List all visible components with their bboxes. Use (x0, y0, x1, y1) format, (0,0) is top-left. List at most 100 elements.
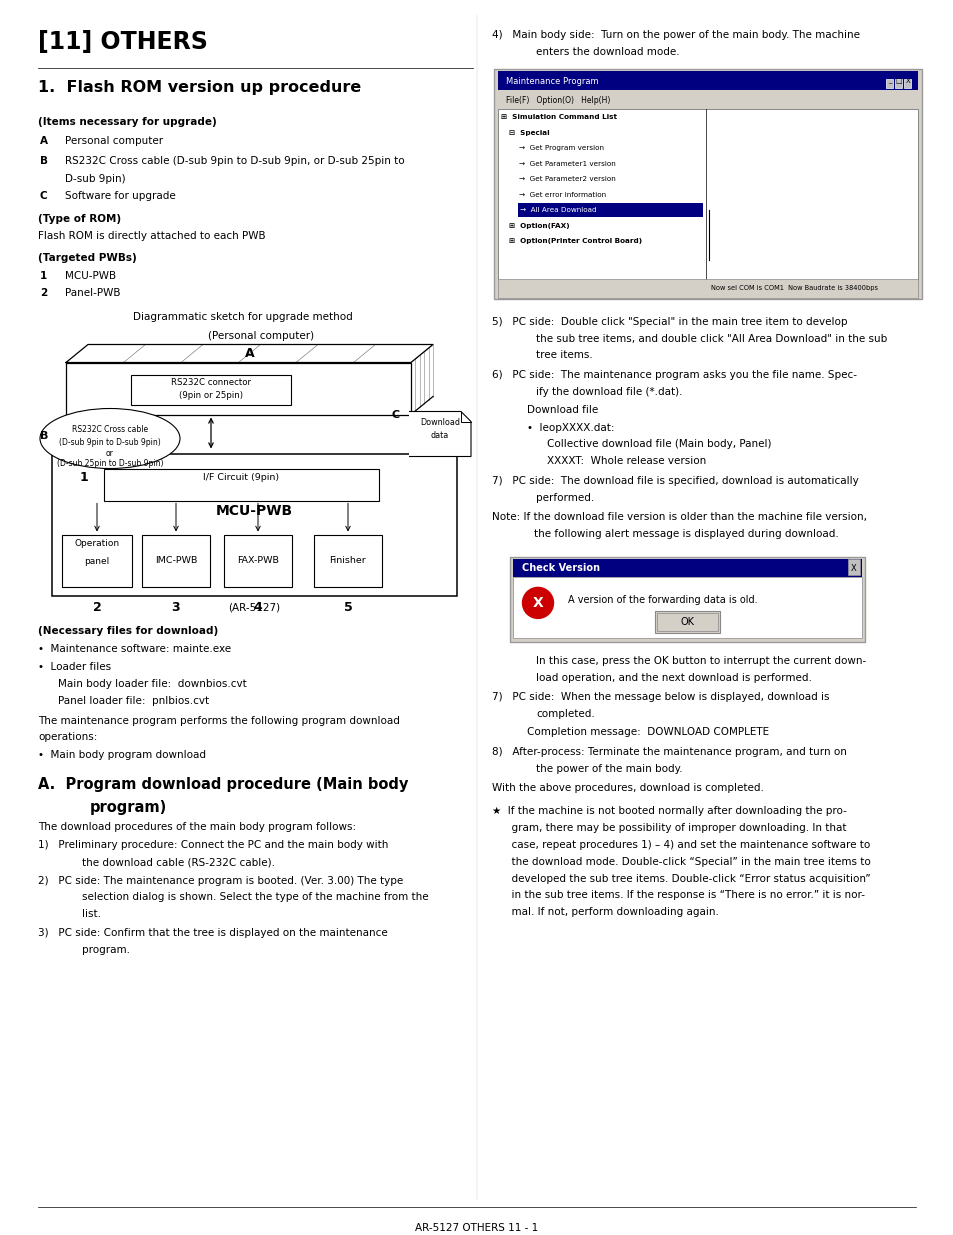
Text: Flash ROM is directly attached to each PWB: Flash ROM is directly attached to each P… (38, 231, 265, 241)
Text: →  All Area Download: → All Area Download (519, 207, 596, 214)
FancyBboxPatch shape (657, 613, 718, 631)
Text: XXXXT:  Whole release version: XXXXT: Whole release version (546, 456, 705, 467)
FancyBboxPatch shape (895, 79, 902, 88)
Text: 5: 5 (343, 600, 352, 614)
Text: the sub tree items, and double click "All Area Download" in the sub: the sub tree items, and double click "Al… (536, 333, 886, 343)
Text: 1.  Flash ROM version up procedure: 1. Flash ROM version up procedure (38, 80, 361, 95)
FancyBboxPatch shape (517, 203, 702, 217)
Text: (D-sub 25pin to D-sub 9pin): (D-sub 25pin to D-sub 9pin) (56, 458, 163, 468)
Text: ify the download file (*.dat).: ify the download file (*.dat). (536, 387, 681, 396)
Text: B: B (40, 156, 48, 165)
Text: mal. If not, perform downloading again.: mal. If not, perform downloading again. (492, 906, 719, 918)
Text: ★  If the machine is not booted normally after downloading the pro-: ★ If the machine is not booted normally … (492, 806, 846, 816)
Text: X: X (850, 564, 856, 573)
Text: [11] OTHERS: [11] OTHERS (38, 30, 208, 54)
FancyBboxPatch shape (494, 69, 921, 299)
Text: FAX-PWB: FAX-PWB (236, 556, 278, 564)
Text: Completion message:  DOWNLOAD COMPLETE: Completion message: DOWNLOAD COMPLETE (526, 727, 768, 737)
Text: With the above procedures, download is completed.: With the above procedures, download is c… (492, 783, 763, 793)
Text: →  Get Parameter1 version: → Get Parameter1 version (518, 161, 615, 167)
Text: list.: list. (82, 909, 101, 919)
FancyBboxPatch shape (497, 93, 917, 107)
Text: A: A (40, 137, 48, 147)
Text: the download mode. Double-click “Special” in the main tree items to: the download mode. Double-click “Special… (492, 857, 870, 867)
Text: completed.: completed. (536, 709, 594, 719)
Text: OK: OK (679, 618, 694, 627)
Text: A version of the forwarding data is old.: A version of the forwarding data is old. (567, 595, 757, 605)
Text: RS232C Cross cable (D-sub 9pin to D-sub 9pin, or D-sub 25pin to: RS232C Cross cable (D-sub 9pin to D-sub … (65, 156, 404, 165)
Text: developed the sub tree items. Double-click “Error status acquisition”: developed the sub tree items. Double-cli… (492, 873, 870, 883)
Text: X: X (532, 597, 543, 610)
Text: IMC-PWB: IMC-PWB (154, 556, 197, 564)
Text: RS232C connector: RS232C connector (171, 378, 251, 387)
Ellipse shape (40, 409, 180, 468)
Text: in the sub tree items. If the response is “There is no error.” it is nor-: in the sub tree items. If the response i… (492, 890, 864, 900)
Text: enters the download mode.: enters the download mode. (536, 47, 679, 57)
Text: 2)   PC side: The maintenance program is booted. (Ver. 3.00) The type: 2) PC side: The maintenance program is b… (38, 876, 403, 885)
Text: MCU-PWB: MCU-PWB (215, 504, 293, 517)
Text: 2: 2 (40, 288, 48, 298)
Text: I/F Circuit (9pin): I/F Circuit (9pin) (203, 473, 279, 482)
Text: In this case, press the OK button to interrupt the current down-: In this case, press the OK button to int… (536, 656, 865, 666)
Text: C: C (391, 410, 398, 420)
Text: •  leopXXXX.dat:: • leopXXXX.dat: (526, 422, 614, 432)
Text: Download: Download (419, 417, 459, 426)
Text: Note: If the download file version is older than the machine file version,: Note: If the download file version is ol… (492, 513, 866, 522)
FancyBboxPatch shape (655, 611, 720, 632)
FancyBboxPatch shape (497, 279, 917, 298)
Text: Personal computer: Personal computer (65, 137, 163, 147)
Text: 3)   PC side: Confirm that the tree is displayed on the maintenance: 3) PC side: Confirm that the tree is dis… (38, 927, 387, 937)
Text: MCU-PWB: MCU-PWB (65, 270, 116, 280)
Text: (AR-5127): (AR-5127) (228, 603, 280, 613)
Text: B: B (40, 431, 49, 441)
FancyBboxPatch shape (497, 109, 917, 280)
Text: selection dialog is shown. Select the type of the machine from the: selection dialog is shown. Select the ty… (82, 893, 428, 903)
Text: Download file: Download file (526, 405, 598, 415)
Text: performed.: performed. (536, 493, 594, 503)
Text: 2: 2 (92, 600, 101, 614)
Text: Maintenance Program: Maintenance Program (505, 77, 598, 85)
Text: gram, there may be possibility of improper downloading. In that: gram, there may be possibility of improp… (492, 823, 845, 834)
Text: Main body loader file:  downbios.cvt: Main body loader file: downbios.cvt (58, 679, 247, 689)
Text: A.  Program download procedure (Main body: A. Program download procedure (Main body (38, 777, 408, 792)
Text: _: _ (887, 78, 891, 84)
Text: •  Maintenance software: mainte.exe: • Maintenance software: mainte.exe (38, 643, 231, 655)
Text: Now sel COM is COM1  Now Baudrate is 38400bps: Now sel COM is COM1 Now Baudrate is 3840… (710, 285, 877, 291)
Text: File(F)   Option(O)   Help(H): File(F) Option(O) Help(H) (505, 95, 610, 105)
Text: RS232C Cross cable: RS232C Cross cable (71, 425, 148, 433)
Text: (9pin or 25pin): (9pin or 25pin) (179, 390, 243, 399)
Text: (Personal computer): (Personal computer) (208, 331, 314, 341)
Text: Collective download file (Main body, Panel): Collective download file (Main body, Pan… (546, 440, 771, 450)
Text: ⊞  Option(Printer Control Board): ⊞ Option(Printer Control Board) (509, 238, 641, 245)
Text: data: data (431, 431, 449, 440)
Text: The download procedures of the main body program follows:: The download procedures of the main body… (38, 821, 355, 832)
Text: □: □ (895, 78, 902, 84)
Text: the power of the main body.: the power of the main body. (536, 763, 682, 774)
Text: (Items necessary for upgrade): (Items necessary for upgrade) (38, 117, 216, 127)
FancyBboxPatch shape (510, 557, 864, 642)
Text: AR-5127 OTHERS 11 - 1: AR-5127 OTHERS 11 - 1 (415, 1223, 538, 1233)
Text: 4: 4 (253, 600, 262, 614)
Text: (Targeted PWBs): (Targeted PWBs) (38, 253, 136, 263)
Text: The maintenance program performs the following program download: The maintenance program performs the fol… (38, 715, 399, 725)
Text: X: X (904, 78, 909, 84)
Text: the download cable (RS-232C cable).: the download cable (RS-232C cable). (82, 857, 274, 867)
Text: ⊟  Special: ⊟ Special (509, 130, 549, 136)
Text: program.: program. (82, 945, 130, 955)
FancyBboxPatch shape (885, 79, 893, 88)
Text: Panel-PWB: Panel-PWB (65, 288, 120, 298)
Text: 8)   After-process: Terminate the maintenance program, and turn on: 8) After-process: Terminate the maintena… (492, 747, 846, 757)
Text: →  Get Program version: → Get Program version (518, 144, 603, 151)
Polygon shape (409, 411, 471, 457)
Text: operations:: operations: (38, 732, 97, 742)
Text: (Necessary files for download): (Necessary files for download) (38, 625, 218, 636)
Text: load operation, and the next download is performed.: load operation, and the next download is… (536, 673, 811, 683)
Text: 1: 1 (80, 471, 89, 483)
Text: (D-sub 9pin to D-sub 9pin): (D-sub 9pin to D-sub 9pin) (59, 437, 161, 447)
Text: ⊞  Option(FAX): ⊞ Option(FAX) (509, 222, 569, 228)
Text: Panel loader file:  pnlbios.cvt: Panel loader file: pnlbios.cvt (58, 697, 209, 706)
Text: D-sub 9pin): D-sub 9pin) (65, 173, 126, 184)
Text: (Type of ROM): (Type of ROM) (38, 214, 121, 224)
Circle shape (522, 588, 553, 619)
Text: 4)   Main body side:  Turn on the power of the main body. The machine: 4) Main body side: Turn on the power of … (492, 30, 859, 40)
